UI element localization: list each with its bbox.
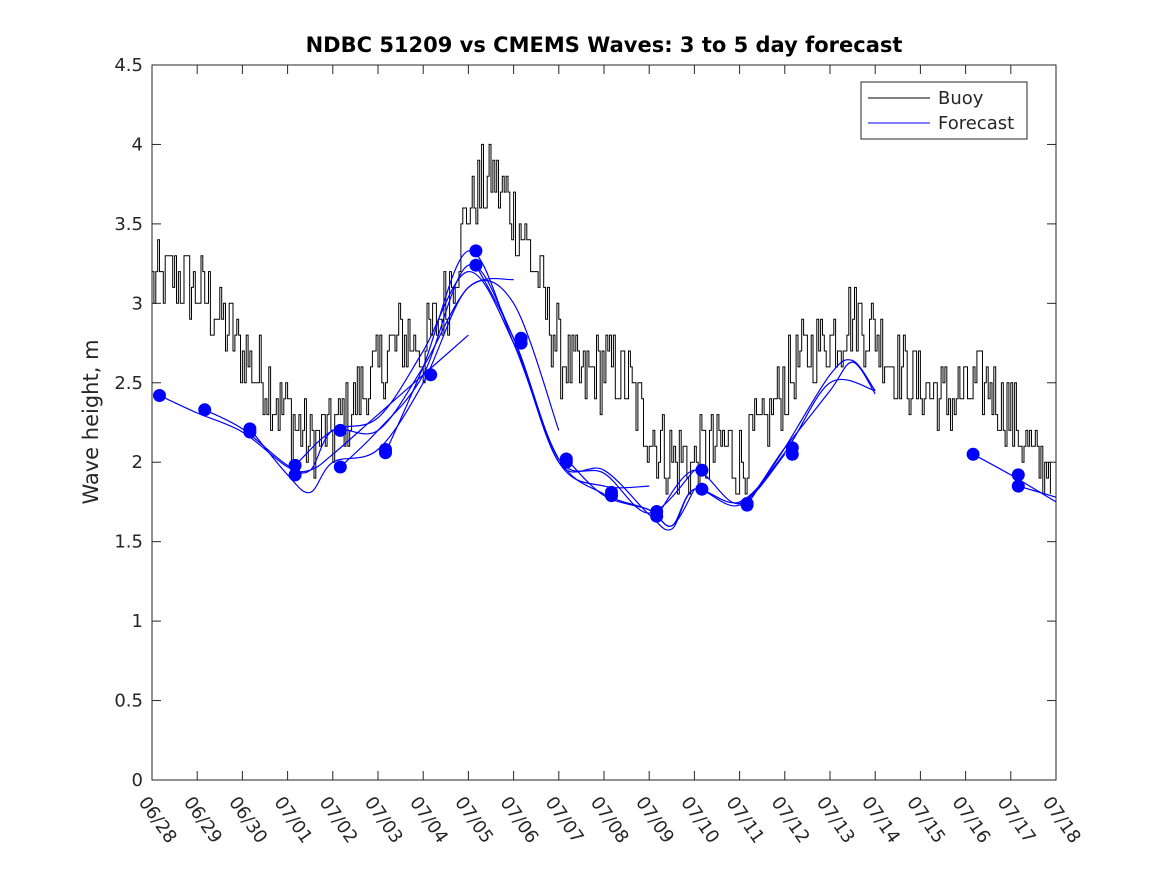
y-tick-label: 3.5 [114,214,143,235]
forecast-start-marker [695,463,709,477]
forecast-start-marker [153,389,166,402]
forecast-start-marker [605,489,618,503]
y-tick-label: 2.5 [114,373,143,394]
forecast-start-marker [243,425,257,439]
legend: Buoy Forecast [860,81,1028,140]
forecast-start-marker [424,368,438,382]
marker-layer [153,244,1025,523]
forecast-start-marker [333,423,347,437]
forecast-start-marker [785,447,799,461]
y-axis-label: Wave height, m [79,339,103,504]
legend-forecast-label: Forecast [938,113,1014,134]
y-tick-label: 1.5 [114,532,143,553]
y-tick-label: 0.5 [114,691,143,712]
forecast-start-marker [966,447,980,461]
forecast-series-line-7 [475,264,786,531]
plot-area [152,65,1056,780]
buoy-series-line [152,143,1051,495]
forecast-start-marker [695,482,709,496]
legend-buoy-label: Buoy [938,88,984,109]
y-tick-label: 1 [132,611,143,632]
forecast-start-marker [198,403,212,417]
forecast-start-marker [559,455,573,469]
forecast-start-marker [514,336,528,350]
forecast-start-marker [650,509,664,523]
y-tick-label: 4.5 [114,55,143,76]
forecast-start-marker [469,258,483,272]
forecast-start-marker [740,498,754,512]
forecast-series-line-4 [294,270,650,489]
forecast-start-marker [333,460,347,474]
chart-title: NDBC 51209 vs CMEMS Waves: 3 to 5 day fo… [306,33,903,57]
y-tick-label: 3 [132,293,143,314]
y-tick-label: 2 [132,452,143,473]
forecast-start-marker [1011,468,1025,482]
forecast-start-marker [288,468,302,482]
forecast-series-line-11 [972,453,1057,503]
forecast-start-marker [469,244,483,258]
forecast-series-line-10 [746,358,876,506]
legend-box [860,81,1028,140]
forecast-start-marker [379,446,392,460]
y-tick-label: 0 [132,770,143,791]
y-tick-label: 4 [132,134,143,155]
forecast-start-marker [1011,479,1025,493]
forecast-start-marker [288,458,302,472]
